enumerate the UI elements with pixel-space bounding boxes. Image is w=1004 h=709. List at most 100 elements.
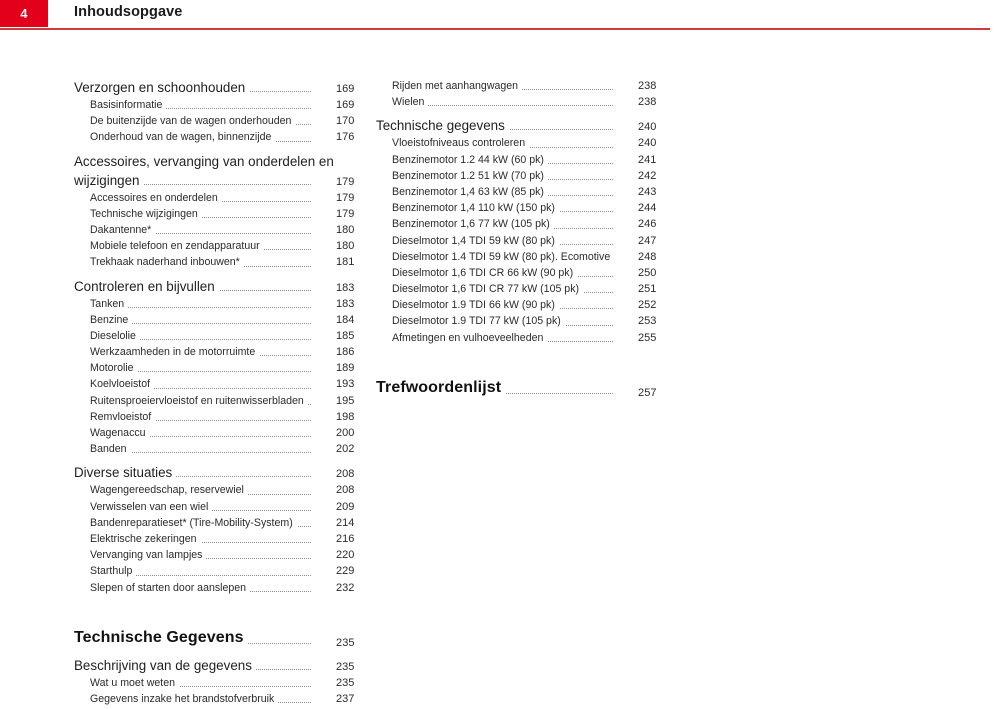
toc-entry[interactable]: Wagengereedschap, reservewiel 208 <box>74 482 376 499</box>
toc-entry[interactable]: Trefwoordenlijst 257 <box>376 376 678 405</box>
toc-entry-label: Werkzaamheden in de motorruimte <box>90 346 260 359</box>
toc-entry-page: 240 <box>635 135 678 152</box>
dot-leader <box>90 339 311 341</box>
toc-entry-label: Benzinemotor 1.2 44 kW (60 pk) <box>392 153 548 166</box>
toc-entry[interactable]: Accessoires, vervanging van onderdelen e… <box>74 152 359 171</box>
toc-entry[interactable]: Accessoires en onderdelen 179 <box>74 189 376 206</box>
toc-entry[interactable]: Gegevens inzake het brandstofverbruik 237 <box>74 690 376 708</box>
toc-entry[interactable]: Banden 202 <box>74 441 376 458</box>
toc-entry-page: 184 <box>333 311 376 328</box>
toc-entry[interactable]: Wagenaccu 200 <box>74 425 376 442</box>
toc-entry[interactable]: Onderhoud van de wagen, binnenzijde 176 <box>74 129 376 146</box>
toc-entry-label: Ruitensproeiervloeistof en ruitenwisserb… <box>90 394 308 407</box>
toc-entry[interactable]: Basisinformatie 169 <box>74 97 376 114</box>
toc-entry-label: Accessoires, vervanging van onderdelen e… <box>74 153 338 169</box>
toc-entry-page: 185 <box>333 327 376 345</box>
toc-entry[interactable]: Motorolie 189 <box>74 360 376 377</box>
toc-entry-page: 170 <box>333 113 376 130</box>
toc-entry-label: Beschrijving van de gegevens <box>74 657 256 673</box>
toc-entry[interactable]: Ruitensproeiervloeistof en ruitenwisserb… <box>74 392 376 409</box>
toc-entry-label: Gegevens inzake het brandstofverbruik <box>90 692 279 705</box>
toc-entry[interactable]: Technische Gegevens 235 <box>74 626 376 655</box>
toc-entry[interactable]: Rijden met aanhangwagen 238 <box>376 78 678 95</box>
toc-entry[interactable]: Tanken 183 <box>74 295 376 312</box>
toc-entry-page: 232 <box>333 579 376 596</box>
header-divider-rule <box>0 27 990 30</box>
toc-entry[interactable]: wijzigingen 179 <box>74 171 376 192</box>
toc-entry-page: 246 <box>635 216 678 233</box>
toc-entry-label: Vloeistofniveaus controleren <box>392 137 530 150</box>
toc-entry[interactable]: Beschrijving van de gegevens 235 <box>74 656 376 677</box>
toc-entry-page: 251 <box>635 281 678 298</box>
toc-column-right: Rijden met aanhangwagen 238 Wielen 238 Techn… <box>376 78 678 405</box>
toc-entry[interactable]: Remvloeistof 198 <box>74 408 376 426</box>
dot-leader <box>90 436 311 438</box>
toc-entry[interactable]: Technische gegevens 240 <box>376 116 678 138</box>
toc-entry[interactable]: Bandenreparatieset* (Tire-Mobility-Syste… <box>74 514 376 531</box>
toc-entry[interactable]: Dieselmotor 1,4 TDI 59 kW (80 pk) 247 <box>376 232 678 249</box>
toc-entry-label: Tanken <box>90 297 129 310</box>
toc-entry[interactable]: Elektrische zekeringen 216 <box>74 530 376 548</box>
toc-entry-label: Mobiele telefoon en zendapparatuur <box>90 240 264 253</box>
toc-entry[interactable]: Wat u moet weten 235 <box>74 674 376 691</box>
toc-entry-page: 202 <box>333 441 376 458</box>
toc-entry[interactable]: Mobiele telefoon en zendapparatuur 180 <box>74 238 376 255</box>
toc-entry-page: 244 <box>635 200 678 217</box>
toc-entry[interactable]: Benzinemotor 1.2 44 kW (60 pk) 241 <box>376 151 678 168</box>
toc-entry[interactable]: Werkzaamheden in de motorruimte 186 <box>74 344 376 361</box>
toc-entry-label: Dieselmotor 1.4 TDI 59 kW (80 pk). Ecomo… <box>392 250 615 263</box>
toc-entry[interactable]: Dieselmotor 1.9 TDI 66 kW (90 pk) 252 <box>376 297 678 314</box>
toc-entry[interactable]: Benzinemotor 1,4 63 kW (85 pk) 243 <box>376 183 678 201</box>
toc-entry-label: Controleren en bijvullen <box>74 278 219 294</box>
toc-entry[interactable]: Benzinemotor 1,4 110 kW (150 pk) 244 <box>376 200 678 217</box>
toc-entry-label: Bandenreparatieset* (Tire-Mobility-Syste… <box>90 516 297 529</box>
toc-entry[interactable]: Dieselolie 185 <box>74 327 376 345</box>
toc-entry[interactable]: Verzorgen en schoonhouden 169 <box>74 78 376 99</box>
toc-entry-page: 257 <box>635 380 678 405</box>
toc-entry-label: Wagengereedschap, reservewiel <box>90 484 248 497</box>
toc-entry[interactable]: Afmetingen en vulhoeveelheden 255 <box>376 329 678 346</box>
toc-entry[interactable]: Dieselmotor 1.9 TDI 77 kW (105 pk) 253 <box>376 313 678 330</box>
toc-entry-label: Benzinemotor 1.2 51 kW (70 pk) <box>392 169 548 182</box>
dot-leader <box>74 183 311 185</box>
toc-entry-label: Dieselmotor 1,6 TDI CR 66 kW (90 pk) <box>392 266 578 279</box>
toc-entry-page: 238 <box>635 78 678 95</box>
toc-entry-label: Verwisselen van een wiel <box>90 500 213 513</box>
toc-entry[interactable]: Benzine 184 <box>74 311 376 328</box>
toc-entry[interactable]: Benzinemotor 1,6 77 kW (105 pk) 246 <box>376 216 678 233</box>
toc-entry-page: 243 <box>635 183 678 201</box>
toc-entry-page: 237 <box>333 690 376 708</box>
toc-entry[interactable]: Dieselmotor 1,6 TDI CR 66 kW (90 pk) 250 <box>376 264 678 282</box>
toc-entry-label: Rijden met aanhangwagen <box>392 80 523 92</box>
toc-entry-page: 241 <box>635 151 678 168</box>
toc-entry[interactable]: Dieselmotor 1,6 TDI CR 77 kW (105 pk) 251 <box>376 281 678 298</box>
toc-entry[interactable]: Vloeistofniveaus controleren 240 <box>376 135 678 152</box>
toc-entry[interactable]: Benzinemotor 1.2 51 kW (70 pk) 242 <box>376 167 678 184</box>
toc-entry[interactable]: Dieselmotor 1.4 TDI 59 kW (80 pk). Ecomo… <box>376 248 678 265</box>
toc-entry[interactable]: De buitenzijde van de wagen onderhouden 1… <box>74 113 376 130</box>
toc-entry[interactable]: Diverse situaties 208 <box>74 463 376 485</box>
dot-leader <box>90 420 311 421</box>
toc-entry-label: Wat u moet weten <box>90 676 179 689</box>
toc-entry[interactable]: Dakantenne* 180 <box>74 221 376 239</box>
toc-entry-label: Dieselmotor 1,4 TDI 59 kW (80 pk) <box>392 234 559 247</box>
toc-entry[interactable]: Slepen of starten door aanslepen 232 <box>74 579 376 596</box>
toc-entry[interactable]: Wielen 238 <box>376 94 678 111</box>
toc-entry[interactable]: Vervanging van lampjes 220 <box>74 547 376 564</box>
toc-entry[interactable]: Technische wijzigingen 179 <box>74 205 376 222</box>
toc-entry-label: De buitenzijde van de wagen onderhouden <box>90 115 296 128</box>
toc-entry[interactable]: Controleren en bijvullen 183 <box>74 277 376 298</box>
dot-leader <box>90 322 311 324</box>
toc-entry[interactable]: Starthulp 229 <box>74 563 376 580</box>
dot-leader <box>90 306 311 308</box>
page-header: 4 Inhoudsopgave <box>0 0 1004 34</box>
toc-entry-page: 209 <box>333 498 376 515</box>
toc-entry-page: 169 <box>333 97 376 114</box>
toc-entry[interactable]: Verwisselen van een wiel 209 <box>74 498 376 515</box>
toc-entry[interactable]: Koelvloeistof 193 <box>74 376 376 393</box>
toc-entry-page: 235 <box>333 657 376 677</box>
toc-entry[interactable]: Trekhaak naderhand inbouwen* 181 <box>74 254 376 271</box>
toc-entry-page: 200 <box>333 425 376 442</box>
toc-entry-label: Technische wijzigingen <box>90 207 202 220</box>
